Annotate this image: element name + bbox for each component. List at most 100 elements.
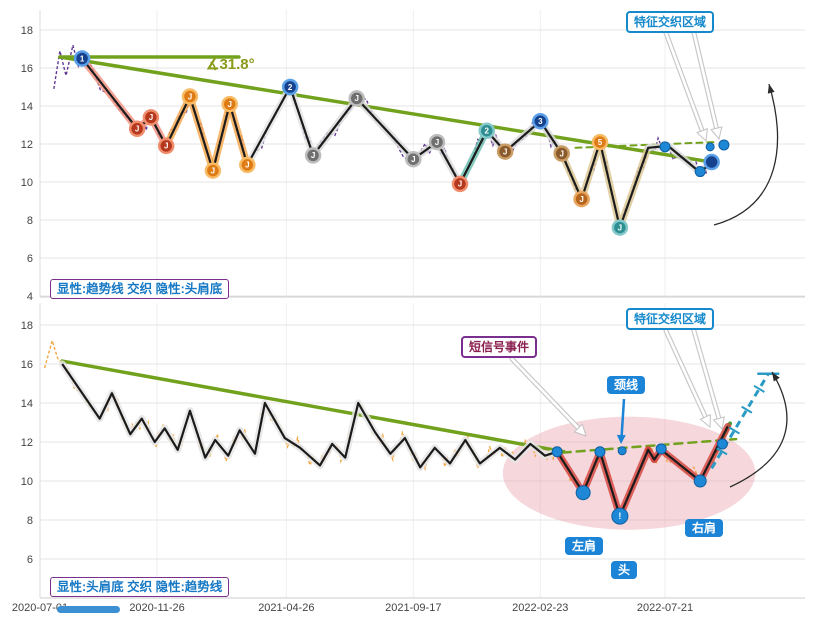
pivot-marker — [478, 122, 496, 139]
pivot-marker — [157, 137, 175, 155]
pivot-marker — [304, 147, 322, 164]
y-tick-label: 6 — [27, 554, 33, 566]
y-tick-label: 16 — [21, 63, 33, 75]
pivot-marker — [611, 219, 629, 236]
pivot-marker — [221, 95, 238, 113]
pivot-marker-glyph: J — [135, 125, 139, 134]
arrowhead — [696, 128, 708, 143]
pivot-marker-glyph: 5 — [598, 138, 603, 147]
pointer-arrow — [510, 357, 581, 431]
y-tick-label: 18 — [21, 25, 33, 37]
signal-dot — [575, 485, 591, 501]
callout-right-shoulder: 右肩 — [685, 519, 724, 537]
pivot-marker-glyph: J — [354, 94, 358, 103]
projection-arrow-curve-bottom — [729, 371, 788, 488]
y-tick-label: 14 — [21, 101, 33, 113]
pivot-marker-glyph: J — [560, 149, 564, 158]
pivot-marker-glyph: 2 — [288, 83, 293, 92]
y-tick-label: 4 — [27, 291, 33, 303]
pointer-arrow — [692, 329, 721, 421]
x-tick-label: 2021-04-26 — [258, 602, 314, 614]
pivot-marker — [281, 78, 299, 96]
pivot-marker-glyph: J — [245, 161, 249, 170]
signal-dot — [551, 446, 563, 458]
caption-top-panel: 显性:趋势线 交织 隐性:头肩底 — [50, 279, 230, 299]
signal-dot — [694, 166, 706, 178]
callout-feature-zone-bottom: 特征交织区域 — [626, 308, 715, 330]
arrowhead — [712, 416, 725, 431]
y-tick-label: 14 — [21, 398, 33, 410]
callout-left-shoulder: 左肩 — [565, 537, 604, 555]
pivot-marker — [553, 145, 570, 162]
x-tick-label: 2022-07-21 — [637, 602, 693, 614]
y-tick-label: 8 — [27, 515, 33, 527]
arrowhead — [573, 423, 587, 437]
signal-dot — [659, 141, 671, 153]
projection-arrow-curve-top — [713, 83, 779, 226]
x-tick-label: 2022-02-23 — [512, 602, 568, 614]
pivot-marker — [591, 133, 609, 151]
pivot-marker — [181, 88, 199, 105]
pivot-marker-glyph: J — [503, 147, 507, 156]
pivot-marker — [348, 90, 365, 107]
arrowhead — [699, 413, 711, 429]
arrowhead — [767, 84, 775, 94]
pivot-marker-glyph: 2 — [485, 127, 490, 136]
signal-dot — [594, 446, 606, 458]
pointer-arrow — [664, 31, 704, 133]
trendline — [60, 359, 566, 454]
signal-dot — [693, 474, 707, 488]
y-tick-label: 6 — [27, 253, 33, 265]
pivot-marker-glyph: J — [435, 138, 439, 147]
signal-dot-glyph: ! — [618, 511, 621, 521]
y-tick-label: 10 — [21, 177, 33, 189]
pointer-arrow — [692, 31, 719, 131]
signal-dot — [705, 142, 715, 152]
pivot-marker — [204, 162, 222, 179]
y-tick-label: 8 — [27, 215, 33, 227]
pivot-marker — [128, 120, 146, 138]
callout-feature-zone-top: 特征交织区域 — [626, 11, 715, 33]
neckline-arrow — [620, 398, 626, 439]
y-tick-label: 18 — [21, 320, 33, 332]
pivot-marker — [428, 133, 446, 151]
pivot-marker-glyph: J — [164, 142, 168, 151]
pivot-marker-glyph: 1 — [80, 54, 85, 63]
pivot-marker — [451, 175, 469, 193]
pivot-marker — [239, 156, 256, 174]
trend-angle-label: ∡31.8° — [206, 56, 255, 73]
pivot-marker — [405, 150, 422, 168]
signal-dot — [617, 446, 627, 456]
y-tick-label: 10 — [21, 476, 33, 488]
pivot-marker-glyph: J — [618, 223, 622, 232]
pivot-marker — [73, 50, 91, 67]
pivot-marker-glyph: J — [188, 92, 192, 101]
signal-dot — [718, 139, 730, 151]
pivot-marker-glyph: J — [149, 113, 153, 122]
pivot-marker — [573, 190, 590, 208]
breakout-projection-line — [710, 372, 770, 470]
y-tick-label: 12 — [21, 437, 33, 449]
pivot-marker — [496, 143, 514, 160]
pointer-arrow — [664, 329, 708, 420]
pivot-marker-glyph: 3 — [538, 117, 543, 126]
pivot-marker — [532, 112, 549, 130]
signal-dot — [655, 443, 667, 455]
arrowhead — [616, 434, 626, 444]
arrowhead — [772, 372, 780, 382]
pivot-marker — [142, 109, 160, 126]
pivot-marker-glyph: J — [227, 100, 231, 109]
callout-neckline: 颈线 — [607, 376, 646, 394]
pivot-marker-glyph: J — [211, 166, 215, 175]
scrollbar-thumb[interactable] — [57, 606, 120, 613]
callout-short-signal: 短信号事件 — [461, 336, 538, 358]
y-tick-label: 12 — [21, 139, 33, 151]
head-shoulders-highlight — [502, 416, 756, 530]
x-tick-label: 2021-09-17 — [385, 602, 441, 614]
signal-dot — [716, 438, 728, 450]
caption-bottom-panel: 显性:头肩底 交织 隐性:趋势线 — [50, 577, 230, 597]
y-tick-label: 16 — [21, 359, 33, 371]
callout-head: 头 — [611, 561, 638, 579]
